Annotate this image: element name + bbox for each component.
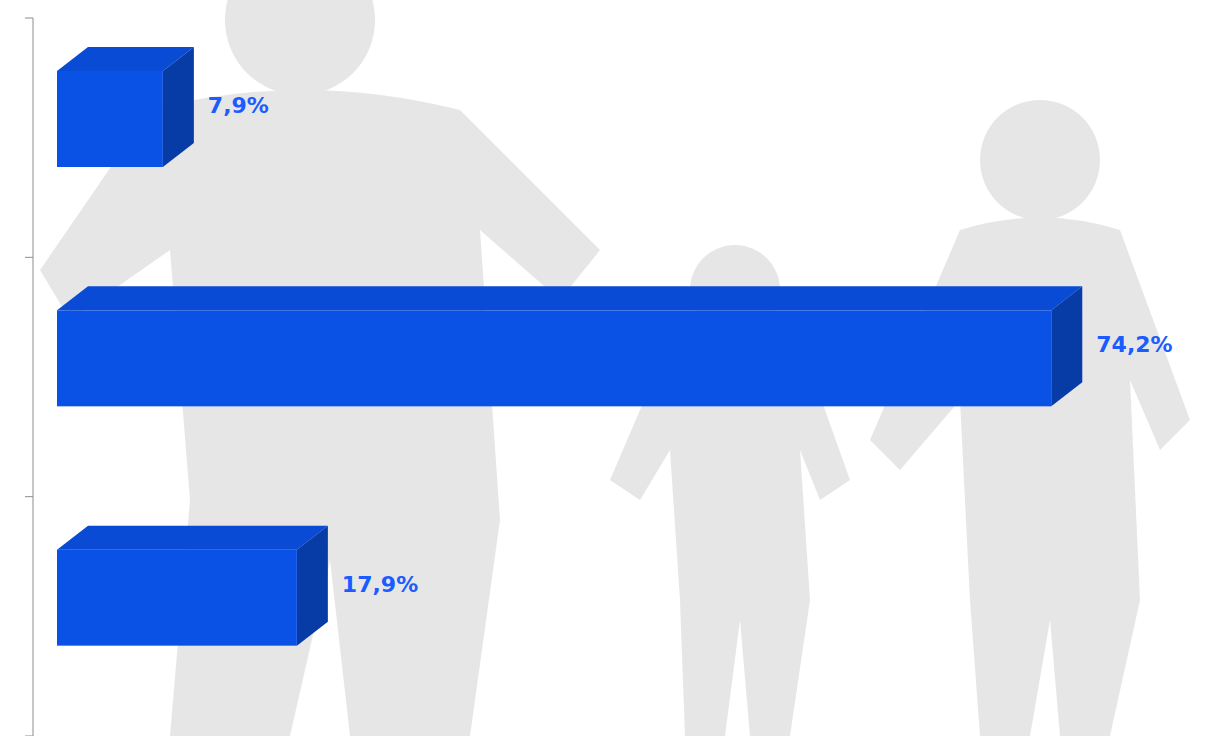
bar-side (163, 47, 194, 167)
category-tick (25, 496, 33, 497)
bar-front (57, 310, 1051, 406)
data-labels: 7,9% 74,2% 17,9% (208, 93, 1173, 597)
category-tick (25, 257, 33, 258)
category-tick (25, 18, 33, 19)
data-label: 7,9% (208, 93, 269, 118)
bars (57, 47, 1082, 646)
bar-top (57, 526, 328, 550)
bar-side (297, 526, 328, 646)
bar (57, 526, 328, 646)
chart: 7,9% 74,2% 17,9% (0, 0, 1211, 736)
silhouette-adult (40, 90, 600, 736)
background-silhouette (40, 0, 1190, 736)
category-axis (33, 18, 34, 736)
bar-front (57, 550, 297, 646)
bar-front (57, 71, 163, 167)
silhouette-head (225, 0, 375, 95)
silhouette-head (980, 100, 1100, 220)
data-label: 74,2% (1096, 332, 1172, 357)
bar (57, 286, 1082, 406)
bar (57, 47, 194, 167)
data-label: 17,9% (342, 572, 418, 597)
bar-side (1051, 286, 1082, 406)
bar-top (57, 286, 1082, 310)
